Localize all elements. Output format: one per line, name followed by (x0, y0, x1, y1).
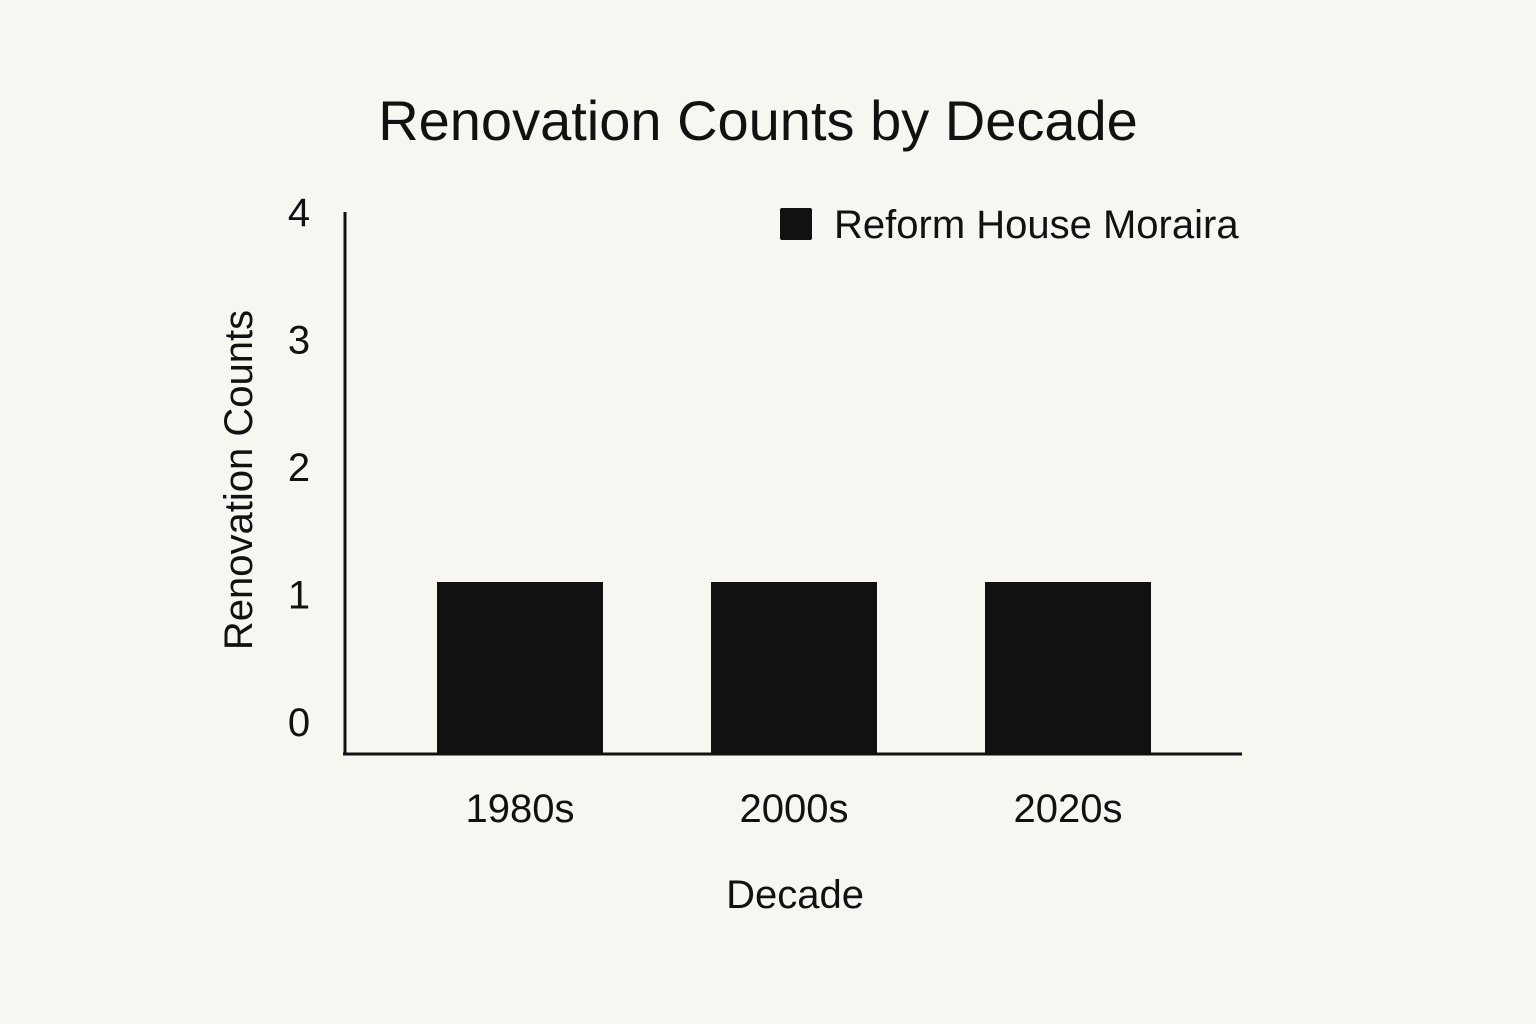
y-tick-label: 2 (288, 446, 310, 490)
y-axis-label: Renovation Counts (217, 310, 261, 650)
bar-1980s (437, 582, 603, 754)
x-tick-label: 2000s (740, 787, 849, 831)
bar-2020s (985, 582, 1151, 754)
legend-label: Reform House Moraira (834, 203, 1239, 247)
bar-2000s (711, 582, 877, 754)
legend: Reform House Moraira (780, 203, 1239, 247)
x-axis-label: Decade (726, 873, 864, 917)
bars (437, 582, 1151, 754)
y-tick-labels: 0 1 2 3 4 (288, 191, 310, 745)
y-tick-label: 3 (288, 319, 310, 363)
chart-title: Renovation Counts by Decade (378, 89, 1138, 152)
x-tick-labels: 1980s 2000s 2020s (466, 787, 1123, 831)
legend-swatch (780, 208, 812, 240)
y-tick-label: 0 (288, 701, 310, 745)
x-tick-label: 2020s (1014, 787, 1123, 831)
y-tick-label: 4 (288, 191, 310, 235)
y-tick-label: 1 (288, 574, 310, 618)
x-tick-label: 1980s (466, 787, 575, 831)
